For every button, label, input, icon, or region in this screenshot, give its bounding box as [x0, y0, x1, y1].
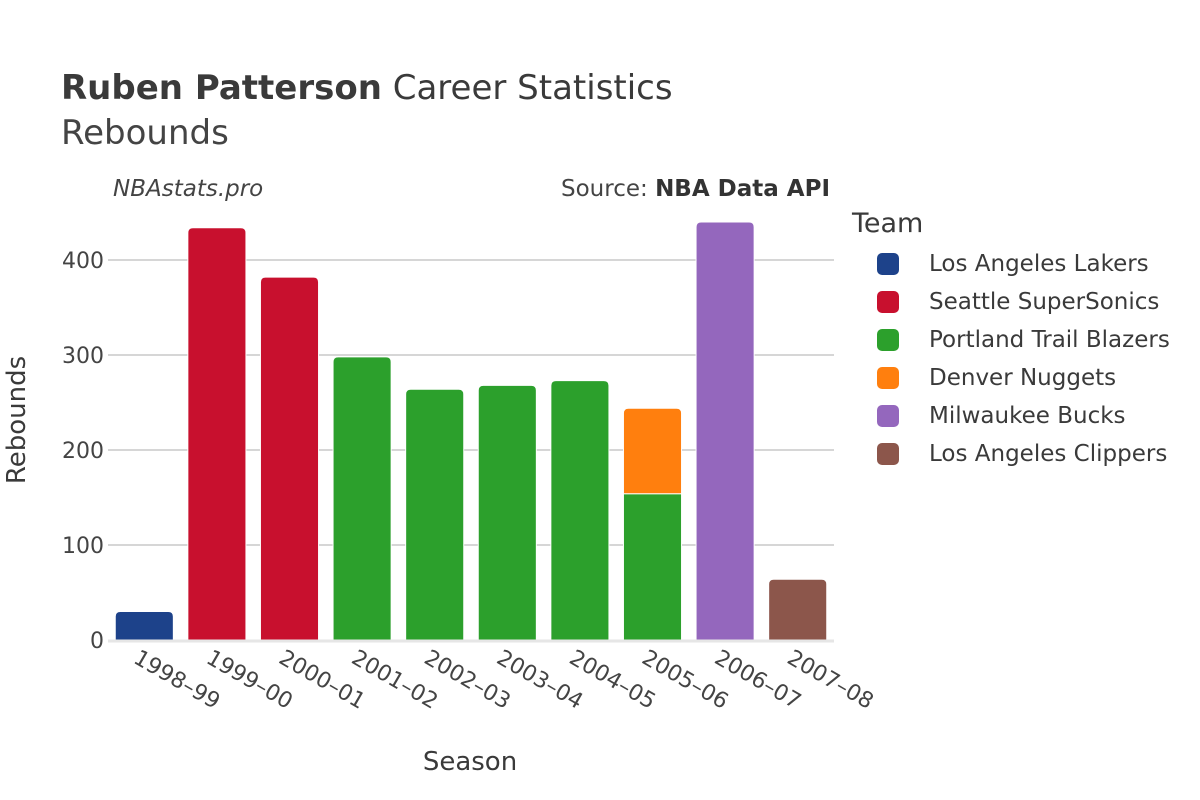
y-tick-label: 300 — [62, 344, 104, 369]
legend-swatch — [877, 405, 899, 427]
bar-1998–99-los-angeles-lakers[interactable] — [114, 611, 174, 641]
x-axis-title: Season — [423, 747, 517, 777]
legend-item[interactable]: Milwaukee Bucks — [852, 397, 1170, 435]
source-prefix: Source: — [561, 176, 656, 202]
legend: Team Los Angeles Lakers Seattle SuperSoni… — [852, 208, 1170, 473]
player-name: Ruben Patterson — [61, 68, 382, 108]
legend-label: Milwaukee Bucks — [929, 403, 1126, 429]
legend-label: Denver Nuggets — [929, 365, 1117, 391]
legend-item[interactable]: Los Angeles Lakers — [852, 245, 1170, 283]
legend-label: Seattle SuperSonics — [929, 289, 1160, 315]
bar-2006–07-milwaukee-bucks[interactable] — [695, 221, 755, 641]
bar-2002–03-portland-trail-blazers[interactable] — [405, 388, 465, 641]
chart-subtitle: Rebounds — [61, 113, 229, 153]
y-tick-label: 100 — [62, 534, 104, 559]
source-name: NBA Data API — [655, 176, 830, 202]
chart-title: Ruben Patterson Career Statistics — [61, 66, 673, 110]
y-tick-label: 0 — [90, 629, 104, 654]
legend-swatch — [877, 253, 899, 275]
bar-2004–05-portland-trail-blazers[interactable] — [550, 380, 610, 641]
legend-label: Portland Trail Blazers — [929, 327, 1170, 353]
legend-swatch — [877, 329, 899, 351]
bar-2000–01-seattle-supersonics[interactable] — [259, 276, 320, 641]
bar-2005–06-portland-trail-blazers[interactable] — [622, 493, 683, 641]
bar-2001–02-portland-trail-blazers[interactable] — [332, 356, 392, 641]
bars — [114, 221, 828, 641]
legend-title: Team — [852, 208, 924, 239]
legend-item[interactable]: Seattle SuperSonics — [852, 283, 1170, 321]
source-credit: Source: NBA Data API — [561, 176, 830, 202]
legend-item[interactable]: Los Angeles Clippers — [852, 435, 1170, 473]
legend-swatch — [877, 291, 899, 313]
legend-item[interactable]: Portland Trail Blazers — [852, 321, 1170, 359]
legend-item[interactable]: Denver Nuggets — [852, 359, 1170, 397]
bar-2003–04-portland-trail-blazers[interactable] — [477, 384, 537, 641]
y-axis-title: Rebounds — [2, 356, 32, 484]
legend-label: Los Angeles Lakers — [929, 251, 1149, 277]
legend-swatch — [877, 367, 899, 389]
y-tick-label: 400 — [62, 249, 104, 274]
legend-label: Los Angeles Clippers — [929, 441, 1168, 467]
y-tick-label: 200 — [62, 439, 104, 464]
y-ticks: 0 100 200 300 400 — [62, 249, 104, 654]
title-rest: Career Statistics — [392, 68, 673, 108]
x-ticks: 1998–991999–002000–012001–022002–032003–… — [129, 646, 877, 715]
bar-1999–00-seattle-supersonics[interactable] — [187, 227, 247, 641]
legend-swatch — [877, 443, 899, 465]
legend-items: Los Angeles Lakers Seattle SuperSonics Por… — [852, 245, 1170, 473]
watermark: NBAstats.pro — [113, 176, 264, 202]
bar-2005–06-denver-nuggets[interactable] — [622, 407, 683, 495]
bar-2007–08-los-angeles-clippers[interactable] — [768, 578, 828, 641]
